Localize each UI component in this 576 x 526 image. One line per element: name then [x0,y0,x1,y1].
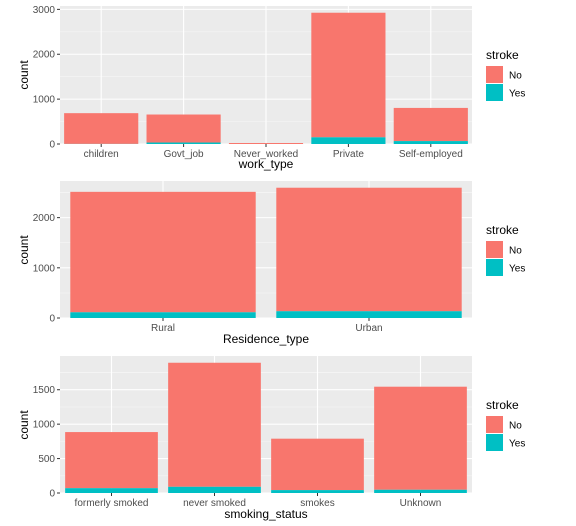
legend-key-no [486,241,503,258]
x-tick-label: Unknown [400,498,442,509]
bar-yes-formerly-smoked [65,488,158,493]
y-tick-label: 1000 [33,263,56,274]
legend-label-yes: Yes [509,89,525,100]
x-tick-label: Urban [355,323,382,334]
bar-yes-self-employed [393,141,468,144]
legend-title: stroke [486,48,519,62]
bar-no-children [64,113,139,144]
bar-yes-unknown [374,489,467,493]
bar-no-self-employed [393,107,468,142]
legend-key-yes [486,84,503,101]
legend: stroke No Yes [486,398,525,451]
x-tick-label: Private [333,149,365,160]
bar-no-urban [276,187,462,312]
x-axis-title: smoking_status [224,507,307,521]
y-tick-label: 3000 [33,5,56,16]
legend-label-no: No [509,246,522,257]
y-tick-label: 0 [49,314,55,325]
legend-label-no: No [509,421,522,432]
legend-title: stroke [486,223,519,237]
legend-key-yes [486,259,503,276]
x-tick-label: Self-employed [399,149,463,160]
x-axis-title: Residence_type [223,332,309,346]
y-tick-label: 500 [38,454,55,465]
y-tick-label: 1000 [33,95,56,106]
y-tick-label: 1500 [33,385,56,396]
y-tick-label: 0 [49,140,55,151]
bar-yes-urban [276,311,462,318]
bar-no-never-worked [228,143,304,144]
legend: stroke No Yes [486,48,525,101]
bar-no-unknown [374,386,467,490]
x-tick-label: never smoked [183,498,246,509]
chart-panel-2: 0 1000 2000 Rural Urban Residence_type count st… [17,181,525,346]
x-tick-label: Govt_job [164,149,204,160]
y-axis-title: count [17,235,31,265]
x-tick-label: Never_worked [234,149,298,160]
bar-no-govt-job [146,114,221,143]
x-tick-label: smokes [300,498,334,509]
y-axis-title: count [17,410,31,440]
x-tick-label: children [84,149,119,160]
x-tick-label: Rural [151,323,175,334]
y-tick-label: 2000 [33,50,56,61]
bar-yes-never-smoked [168,486,261,493]
bar-yes-rural [70,312,256,318]
legend-label-no: No [509,71,522,82]
y-axis-title: count [17,60,31,90]
bar-no-smokes [271,438,364,491]
legend-key-no [486,416,503,433]
legend: stroke No Yes [486,223,525,276]
y-tick-label: 2000 [33,213,56,224]
bar-yes-private [311,137,386,144]
legend-title: stroke [486,398,519,412]
bar-no-never-smoked [168,362,261,487]
y-tick-label: 1000 [33,420,56,431]
bar-no-rural [70,191,256,313]
bar-no-private [311,12,386,138]
legend-key-no [486,66,503,83]
x-tick-label: formerly smoked [75,498,149,509]
y-tick-label: 0 [49,489,55,500]
bar-yes-smokes [271,490,364,493]
legend-label-yes: Yes [509,439,525,450]
bar-no-formerly-smoked [65,432,158,489]
x-axis-title: work_type [238,157,294,171]
chart-panel-1: 0 1000 2000 3000 children Govt_job Never_worke… [17,5,525,171]
legend-label-yes: Yes [509,264,525,275]
bar-yes-govt-job [146,142,221,144]
legend-key-yes [486,434,503,451]
